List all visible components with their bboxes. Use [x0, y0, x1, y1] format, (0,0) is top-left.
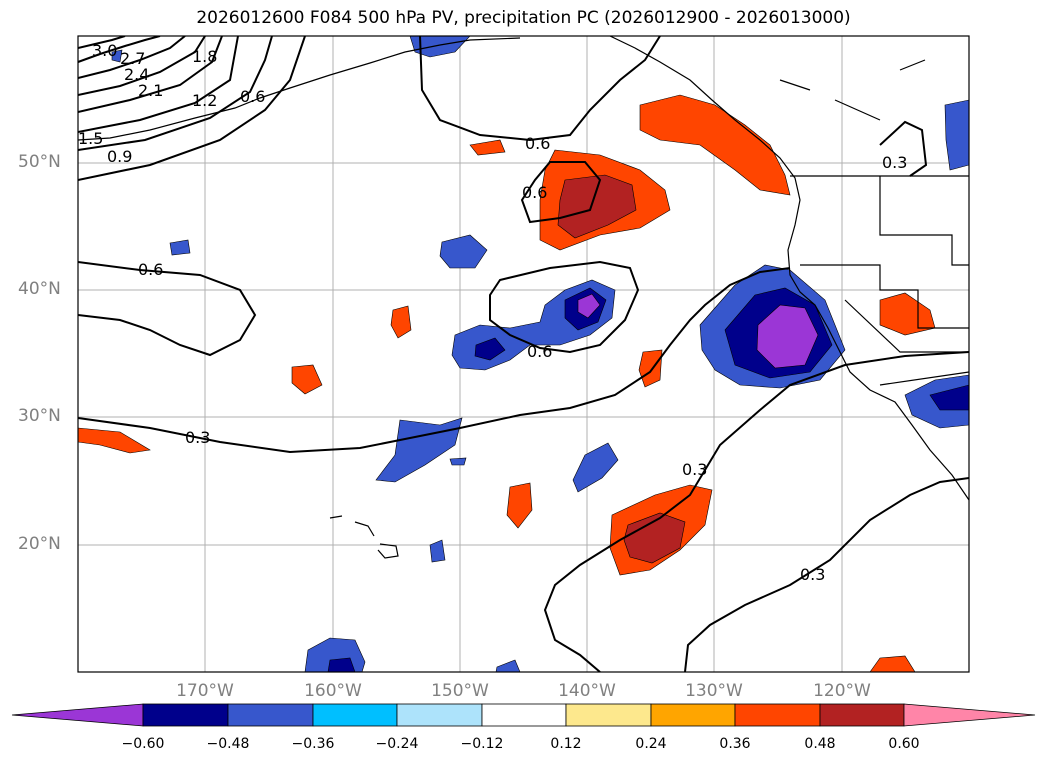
- precip-anomaly-fill: [78, 36, 969, 672]
- precip-blob: [474, 337, 506, 361]
- precip-blob: [390, 305, 412, 339]
- precip-blob: [327, 657, 356, 672]
- lon-label: 140°W: [558, 681, 616, 701]
- precip-blob: [449, 457, 467, 466]
- precip-blob: [557, 174, 637, 239]
- colorbar-segment: [734, 703, 821, 727]
- colorbar-tick: −0.36: [291, 736, 335, 752]
- colorbar: [11, 703, 1036, 727]
- colorbar-tick: 0.60: [888, 736, 920, 752]
- map-area: 3.0 2.7 2.4 2.1 1.8 1.5 1.2 0.9 0.6 0.6 …: [78, 36, 969, 672]
- precip-blob: [439, 234, 488, 269]
- precip-blob: [638, 349, 663, 388]
- precip-blob: [429, 539, 446, 563]
- precip-blob: [78, 427, 151, 454]
- contour-label: 2.7: [120, 49, 145, 68]
- contour-label: 0.6: [525, 134, 550, 153]
- precip-blob: [375, 417, 463, 483]
- map-title: 2026012600 F084 500 hPa PV, precipitatio…: [196, 8, 851, 28]
- precip-blob: [639, 94, 791, 196]
- colorbar-tick: −0.60: [121, 736, 165, 752]
- contour-label: 0.6: [138, 260, 163, 279]
- colorbar-segment: [227, 703, 314, 727]
- contour-label: 1.5: [78, 129, 103, 148]
- contour-labels: 3.0 2.7 2.4 2.1 1.8 1.5 1.2 0.9 0.6 0.6 …: [78, 41, 907, 584]
- precip-blob: [409, 36, 471, 58]
- contour-label: 1.8: [192, 47, 217, 66]
- contour-label: 2.4: [124, 65, 149, 84]
- contour-label: 2.1: [138, 81, 163, 100]
- colorbar-tick: 0.24: [635, 736, 667, 752]
- precip-blob: [577, 293, 601, 319]
- colorbar-tick: −0.12: [460, 736, 504, 752]
- contour-label: 0.3: [882, 153, 907, 172]
- colorbar-tick: 0.48: [804, 736, 836, 752]
- colorbar-segment: [819, 703, 905, 727]
- contour-label: 0.3: [800, 565, 825, 584]
- coastlines: [78, 36, 969, 559]
- precip-blob: [869, 655, 916, 672]
- contour-label: 0.9: [107, 147, 132, 166]
- colorbar-tick: −0.48: [206, 736, 250, 752]
- contour-label: 0.6: [240, 87, 265, 106]
- precip-blob: [495, 659, 521, 672]
- precip-blob: [572, 442, 619, 493]
- colorbar-segment: [396, 703, 483, 727]
- lon-label: 150°W: [431, 681, 489, 701]
- colorbar-tick: 0.12: [550, 736, 582, 752]
- colorbar-extend-high: [903, 703, 1036, 727]
- lon-label: 120°W: [813, 681, 871, 701]
- map-frame: [77, 35, 970, 673]
- colorbar-tick: 0.36: [719, 736, 751, 752]
- contour-label: 0.3: [185, 428, 210, 447]
- lon-label: 130°W: [685, 681, 743, 701]
- precip-blob: [291, 364, 323, 395]
- precip-blob: [469, 139, 506, 156]
- contour-label: 0.6: [522, 183, 547, 202]
- contour-label: 0.6: [527, 342, 552, 361]
- colorbar-segment: [142, 703, 229, 727]
- pv-contours: [78, 36, 969, 672]
- colorbar-segment: [565, 703, 652, 727]
- lon-label: 170°W: [176, 681, 234, 701]
- colorbar-tick: −0.24: [375, 736, 419, 752]
- lat-label: 50°N: [18, 152, 61, 172]
- contour-label: 1.2: [192, 91, 217, 110]
- lat-label: 20°N: [18, 534, 61, 554]
- precip-blob: [879, 292, 936, 336]
- precip-blob: [756, 304, 819, 369]
- lat-label: 30°N: [18, 406, 61, 426]
- precip-blob: [111, 49, 123, 63]
- colorbar-segment: [650, 703, 736, 727]
- colorbar-segment: [481, 703, 567, 727]
- lon-label: 160°W: [304, 681, 362, 701]
- precip-blob: [506, 482, 533, 529]
- colorbar-segment: [312, 703, 398, 727]
- colorbar-extend-low: [11, 703, 144, 727]
- precip-blob: [169, 239, 191, 256]
- precip-blob: [929, 384, 969, 411]
- contour-label: 3.0: [92, 41, 117, 60]
- lat-label: 40°N: [18, 279, 61, 299]
- precip-blob: [944, 99, 969, 171]
- contour-label: 0.3: [682, 460, 707, 479]
